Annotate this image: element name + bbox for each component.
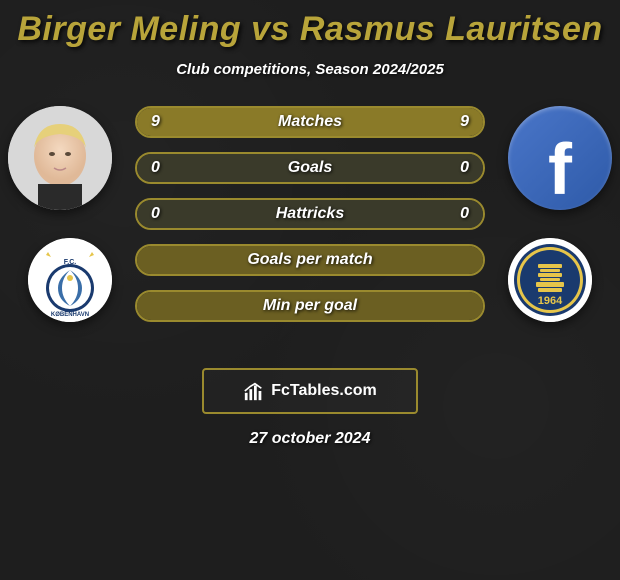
- stat-row: 0 0 Goals: [135, 152, 485, 184]
- player1-club-badge: F.C. KØBENHAVN: [28, 238, 112, 322]
- player2-avatar: f: [508, 106, 612, 210]
- stats-list: 9 9 Matches 0 0 Goals 0 0 Hattricks Goals per mat…: [135, 106, 485, 336]
- comparison-title: Birger Meling vs Rasmus Lauritsen: [0, 0, 620, 49]
- player1-avatar: [8, 106, 112, 210]
- player2-club-badge: 1964: [508, 238, 592, 322]
- stat-value-right: 0: [460, 205, 469, 223]
- date-text: 27 october 2024: [0, 430, 620, 448]
- club-right-crest: 1964: [508, 238, 592, 322]
- stat-value-left: 0: [151, 205, 160, 223]
- chart-icon: [243, 380, 265, 402]
- subtitle: Club competitions, Season 2024/2025: [0, 61, 620, 78]
- facebook-icon: f: [508, 106, 612, 210]
- club-right-year: 1964: [538, 295, 563, 307]
- footer-brand-text: FcTables.com: [271, 382, 377, 400]
- footer-brand-box: FcTables.com: [202, 368, 418, 414]
- stat-label: Matches: [278, 113, 342, 131]
- stat-value-left: 9: [151, 113, 160, 131]
- svg-text:KØBENHAVN: KØBENHAVN: [51, 312, 89, 318]
- player1-name: Birger Meling: [17, 10, 241, 48]
- stat-value-left: 0: [151, 159, 160, 177]
- stat-row: 0 0 Hattricks: [135, 198, 485, 230]
- stat-value-right: 9: [460, 113, 469, 131]
- club-left-crest: F.C. KØBENHAVN: [28, 238, 112, 322]
- stat-row: Min per goal: [135, 290, 485, 322]
- player2-name: Rasmus Lauritsen: [300, 10, 603, 48]
- stat-label: Min per goal: [263, 297, 357, 315]
- vs-text: vs: [251, 10, 290, 48]
- stat-row: Goals per match: [135, 244, 485, 276]
- stat-label: Goals per match: [247, 251, 372, 269]
- stat-value-right: 0: [460, 159, 469, 177]
- stat-label: Hattricks: [276, 205, 344, 223]
- compare-area: f F.C. KØBENHAVN: [0, 106, 620, 356]
- player1-photo-placeholder: [8, 106, 112, 210]
- stat-row: 9 9 Matches: [135, 106, 485, 138]
- stat-label: Goals: [288, 159, 332, 177]
- facebook-f-glyph: f: [548, 129, 572, 211]
